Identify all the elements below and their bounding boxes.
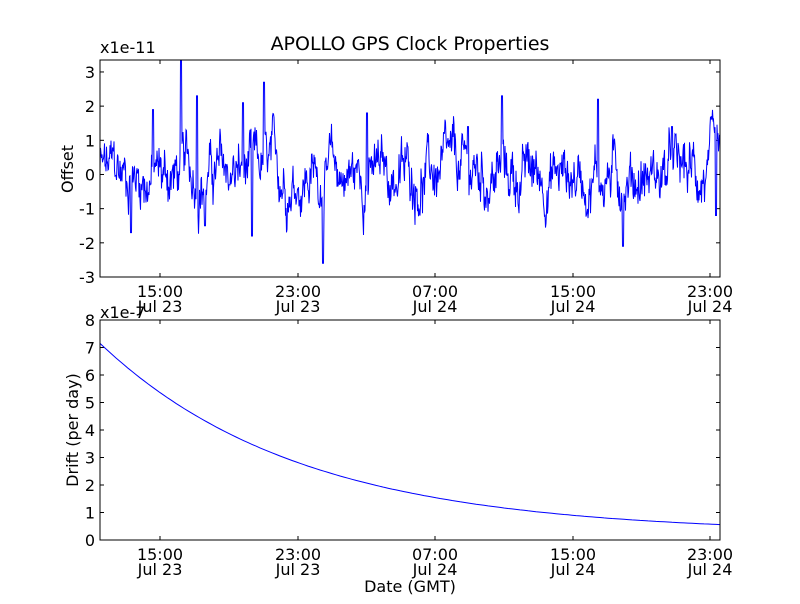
offset-y-tick-labels: -3 -2 -1 0 1 2 3 (79, 63, 95, 287)
drift-y-tick-label: 1 (85, 504, 95, 523)
offset-y-tick-label: 2 (85, 97, 95, 116)
offset-y-tick-label: 0 (85, 165, 95, 184)
drift-y-tick-label: 7 (85, 339, 95, 358)
offset-x-tick-date: Jul 23 (275, 297, 321, 316)
offset-series-line (99, 59, 721, 264)
offset-y-tick-label: 1 (85, 131, 95, 150)
drift-x-tick-time: 23:00 (275, 545, 321, 564)
offset-y-axis-label: Offset (58, 145, 77, 193)
drift-x-tick-date: Jul 24 (687, 560, 733, 579)
offset-y-tick-label: -2 (79, 234, 95, 253)
drift-multiplier: x1e-7 (100, 303, 145, 322)
drift-y-tick-label: 6 (85, 366, 95, 385)
drift-x-tick-date: Jul 23 (275, 560, 321, 579)
offset-x-tick-date: Jul 24 (687, 297, 733, 316)
offset-x-tick-date: Jul 24 (412, 297, 458, 316)
offset-x-tick-time: 23:00 (687, 282, 733, 301)
drift-x-tick-time: 15:00 (137, 545, 183, 564)
drift-x-tick-time: 07:00 (412, 545, 458, 564)
offset-x-tick-date: Jul 23 (137, 297, 183, 316)
offset-x-tick-time: 15:00 (550, 282, 596, 301)
drift-y-tick-label: 3 (85, 449, 95, 468)
x-axis-label: Date (GMT) (364, 577, 456, 596)
offset-multiplier: x1e-11 (100, 38, 156, 57)
drift-y-tick-label: 5 (85, 394, 95, 413)
drift-y-tick-label: 4 (85, 421, 95, 440)
offset-x-tick-time: 15:00 (137, 282, 183, 301)
drift-x-tick-date: Jul 23 (137, 560, 183, 579)
offset-x-tick-time: 07:00 (412, 282, 458, 301)
offset-x-tick-time: 23:00 (275, 282, 321, 301)
drift-x-tick-date: Jul 24 (412, 560, 458, 579)
offset-axes-frame (99, 59, 721, 278)
offset-x-tick-date: Jul 24 (550, 297, 596, 316)
drift-y-tick-label: 2 (85, 476, 95, 495)
offset-y-tick-label: -3 (79, 268, 95, 287)
offset-y-tick-label: 3 (85, 63, 95, 82)
drift-series-line (99, 343, 721, 526)
offset-y-tick-label: -1 (79, 200, 95, 219)
drift-y-tick-label: 8 (85, 311, 95, 330)
drift-y-tick-labels: 0 1 2 3 4 5 6 7 8 (85, 311, 95, 550)
drift-axes-frame (99, 319, 721, 541)
drift-x-tick-date: Jul 24 (550, 560, 596, 579)
drift-x-tick-time: 23:00 (687, 545, 733, 564)
drift-y-axis-label: Drift (per day) (63, 373, 82, 487)
drift-x-tick-time: 15:00 (550, 545, 596, 564)
drift-y-tick-label: 0 (85, 531, 95, 550)
figure-title: APOLLO GPS Clock Properties (271, 33, 550, 55)
